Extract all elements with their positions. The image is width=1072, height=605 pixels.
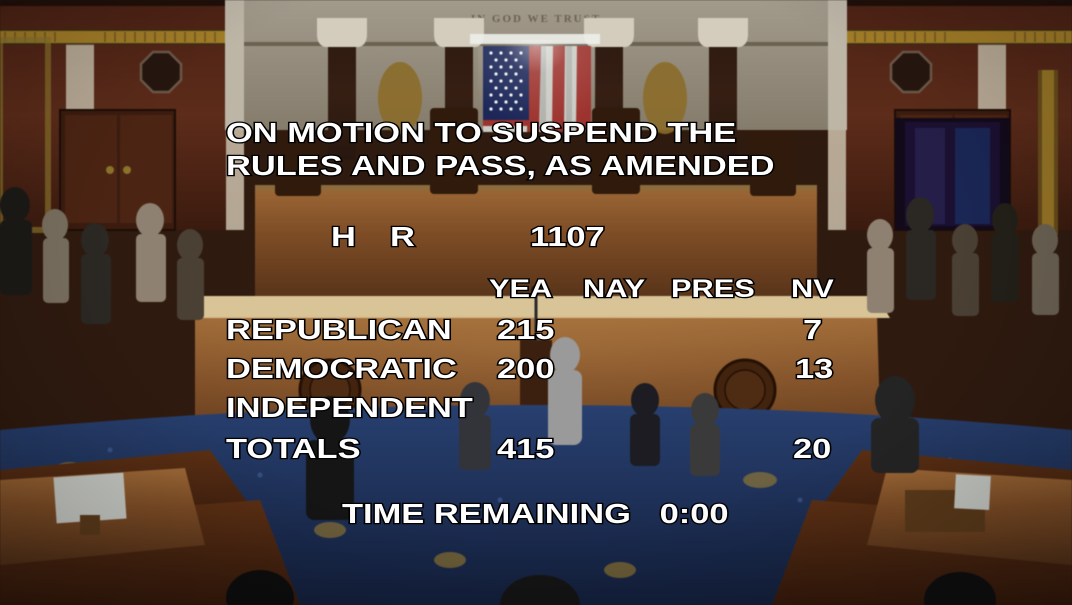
svg-text:IN GOD WE TRUST: IN GOD WE TRUST [471,13,601,25]
